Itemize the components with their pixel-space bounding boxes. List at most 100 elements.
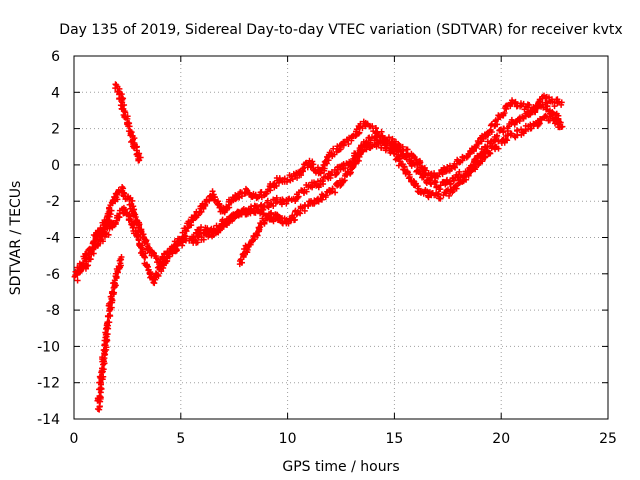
data-point-marker — [324, 173, 331, 180]
x-tick-label: 5 — [176, 431, 185, 447]
data-point-marker — [514, 127, 521, 134]
data-point-marker — [138, 228, 145, 235]
data-point-marker — [404, 146, 411, 153]
data-point-marker — [482, 154, 489, 161]
y-tick-labels: -14 -12 -10 -8 -6 -4 -2 0 2 4 6 — [37, 49, 60, 428]
data-point-marker — [87, 247, 94, 254]
data-point-marker — [227, 198, 234, 205]
data-point-marker — [417, 159, 424, 166]
data-point-marker — [315, 182, 322, 189]
data-point-marker — [461, 173, 468, 180]
data-point-marker — [427, 171, 434, 178]
data-point-marker — [180, 233, 187, 240]
data-point-marker — [267, 210, 274, 217]
data-point-marker — [261, 219, 268, 226]
data-point-marker — [126, 196, 133, 203]
data-point-marker — [251, 236, 258, 243]
data-point-marker — [137, 154, 144, 161]
data-point-marker — [355, 153, 362, 160]
data-point-marker — [137, 227, 144, 234]
data-point-marker — [415, 185, 422, 192]
data-point-marker — [318, 196, 325, 203]
data-point-marker — [503, 105, 510, 112]
y-tick-label: -2 — [46, 194, 60, 210]
data-point-marker — [101, 360, 108, 367]
data-point-marker — [188, 222, 195, 229]
data-point-marker — [305, 202, 312, 209]
data-point-marker — [536, 120, 543, 127]
data-point-marker — [352, 132, 359, 139]
data-point-marker — [137, 243, 144, 250]
data-point-marker — [80, 260, 87, 267]
data-point-marker — [211, 194, 218, 201]
x-tick-label: 25 — [599, 431, 617, 447]
data-point-marker — [385, 134, 392, 141]
data-point-marker — [247, 241, 254, 248]
x-tick-label: 15 — [385, 431, 403, 447]
data-point-marker — [343, 171, 350, 178]
data-point-marker — [216, 200, 223, 207]
data-point-marker — [555, 119, 562, 126]
data-point-marker — [129, 197, 136, 204]
data-point-marker — [487, 127, 494, 134]
data-point-marker — [337, 166, 344, 173]
data-point-marker — [446, 192, 453, 199]
data-point-marker — [85, 262, 92, 269]
data-point-marker — [329, 188, 336, 195]
data-point-marker — [120, 206, 127, 213]
data-point-marker — [471, 163, 478, 170]
data-point-marker — [115, 213, 122, 220]
x-tick-label: 20 — [492, 431, 510, 447]
data-point-marker — [206, 230, 213, 237]
data-point-marker — [273, 194, 280, 201]
y-axis-label: SDTVAR / TECUs — [8, 181, 24, 296]
data-point-marker — [240, 252, 247, 259]
data-point-marker — [210, 191, 217, 198]
data-point-marker — [518, 102, 525, 109]
data-point-marker — [96, 392, 103, 399]
y-tick-label: 6 — [51, 49, 60, 65]
x-axis-label: GPS time / hours — [282, 459, 399, 475]
data-point-marker — [283, 216, 290, 223]
data-point-marker — [322, 194, 329, 201]
data-point-marker — [500, 128, 507, 135]
data-point-marker — [99, 229, 106, 236]
data-point-marker — [428, 174, 435, 181]
data-point-marker — [216, 227, 223, 234]
data-point-marker — [303, 188, 310, 195]
data-point-marker — [409, 160, 416, 167]
data-point-marker — [108, 290, 115, 297]
data-point-marker — [434, 173, 441, 180]
data-point-marker — [181, 232, 188, 239]
data-point-marker — [120, 105, 127, 112]
data-point-marker — [479, 158, 486, 165]
data-point-marker — [283, 178, 290, 185]
y-tick-label: 0 — [51, 158, 60, 174]
data-point-marker — [292, 216, 299, 223]
data-point-marker — [511, 121, 518, 128]
data-point-marker — [444, 176, 451, 183]
data-point-marker — [554, 96, 561, 103]
data-point-marker — [437, 195, 444, 202]
data-point-marker — [238, 210, 245, 217]
data-point-marker — [320, 177, 327, 184]
data-point-marker — [106, 217, 113, 224]
data-point-marker — [142, 254, 149, 261]
data-point-marker — [496, 127, 503, 134]
data-point-marker — [238, 259, 245, 266]
data-point-marker — [120, 189, 127, 196]
data-point-marker — [154, 271, 161, 278]
data-point-marker — [500, 111, 507, 118]
data-point-marker — [101, 337, 108, 344]
data-point-marker — [504, 137, 511, 144]
upper-fragment-trace — [112, 81, 144, 164]
data-point-marker — [130, 209, 137, 216]
data-point-marker — [172, 241, 179, 248]
data-point-marker — [526, 101, 533, 108]
data-point-marker — [452, 164, 459, 171]
main-trace — [71, 99, 564, 287]
axis-ticks — [73, 55, 609, 420]
data-point-marker — [285, 220, 292, 227]
data-point-marker — [273, 182, 280, 189]
